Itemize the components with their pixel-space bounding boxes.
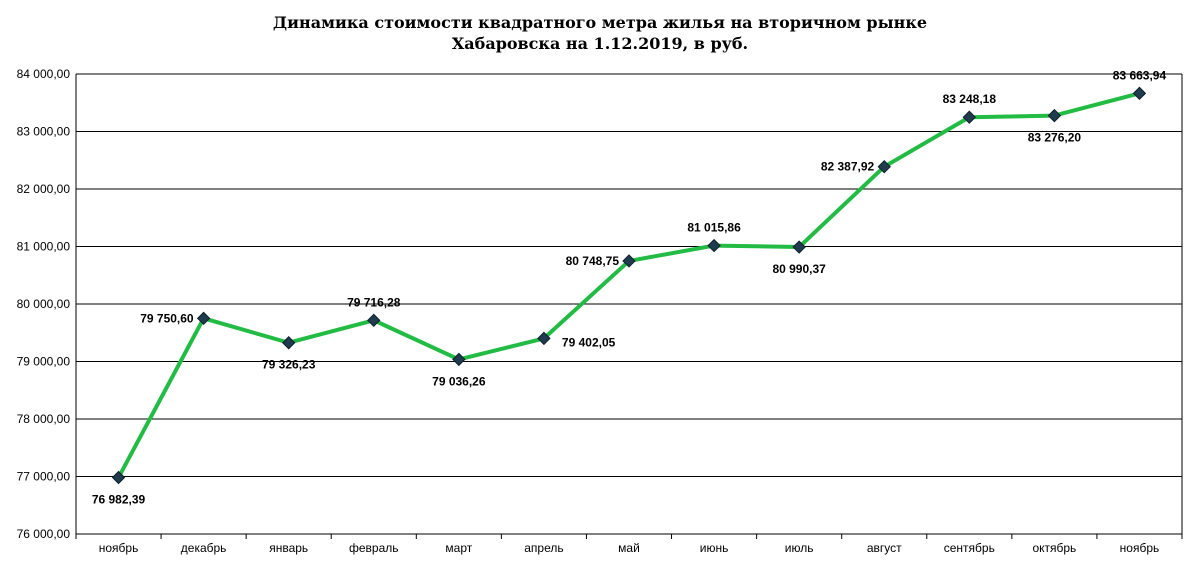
- x-tick-label: июль: [785, 541, 814, 555]
- chart-title-line1: Динамика стоимости квадратного метра жил…: [272, 13, 928, 32]
- y-tick-label: 77 000,00: [17, 470, 71, 484]
- y-tick-label: 80 000,00: [17, 297, 71, 311]
- data-point: [1047, 108, 1062, 123]
- y-tick-label: 78 000,00: [17, 412, 71, 426]
- y-tick-label: 76 000,00: [17, 527, 71, 541]
- data-label: 79 750,60: [140, 311, 194, 325]
- data-point: [367, 313, 381, 328]
- x-tick-label: февраль: [349, 541, 399, 555]
- chart-title: Динамика стоимости квадратного метра жил…: [0, 12, 1200, 54]
- data-label: 82 387,92: [821, 160, 875, 174]
- data-label: 80 990,37: [772, 262, 826, 276]
- data-point: [707, 238, 721, 253]
- chart-title-line2: Хабаровска на 1.12.2019, в руб.: [451, 34, 749, 53]
- y-tick-label: 79 000,00: [17, 355, 71, 369]
- data-label: 79 402,05: [562, 335, 616, 349]
- series-line: [116, 91, 1140, 479]
- data-point: [792, 240, 806, 254]
- data-label: 79 036,26: [432, 374, 486, 388]
- x-tick-label: август: [867, 541, 902, 555]
- data-label: 76 982,39: [92, 493, 146, 507]
- data-label: 81 015,86: [687, 221, 741, 235]
- y-tick-label: 81 000,00: [17, 240, 71, 254]
- data-label: 83 663,94: [1113, 68, 1167, 82]
- y-tick-label: 83 000,00: [17, 125, 71, 139]
- data-point: [877, 159, 891, 174]
- data-point: [962, 110, 977, 124]
- x-tick-label: ноябрь: [1120, 541, 1160, 555]
- data-point: [452, 352, 466, 367]
- x-tick-label: март: [445, 541, 472, 555]
- x-tick-label: ноябрь: [99, 541, 139, 555]
- x-tick-label: январь: [269, 541, 308, 555]
- data-point: [622, 254, 636, 268]
- y-tick-label: 82 000,00: [17, 182, 71, 196]
- x-tick-label: июнь: [700, 541, 729, 555]
- x-tick-label: декабрь: [181, 541, 227, 555]
- data-point: [537, 331, 551, 346]
- data-label: 79 716,28: [347, 295, 401, 309]
- data-point: [196, 311, 211, 326]
- data-label: 80 748,75: [566, 254, 620, 268]
- x-tick-label: сентябрь: [944, 541, 995, 555]
- data-label: 79 326,23: [262, 358, 316, 372]
- data-point: [1132, 86, 1147, 101]
- y-tick-label: 84 000,00: [17, 67, 71, 81]
- data-point: [281, 336, 296, 350]
- x-tick-label: октябрь: [1032, 541, 1076, 555]
- data-point: [111, 470, 126, 485]
- x-tick-label: апрель: [524, 541, 563, 555]
- data-label: 83 248,18: [943, 92, 997, 106]
- data-label: 83 276,20: [1028, 131, 1082, 145]
- x-tick-label: май: [618, 541, 640, 555]
